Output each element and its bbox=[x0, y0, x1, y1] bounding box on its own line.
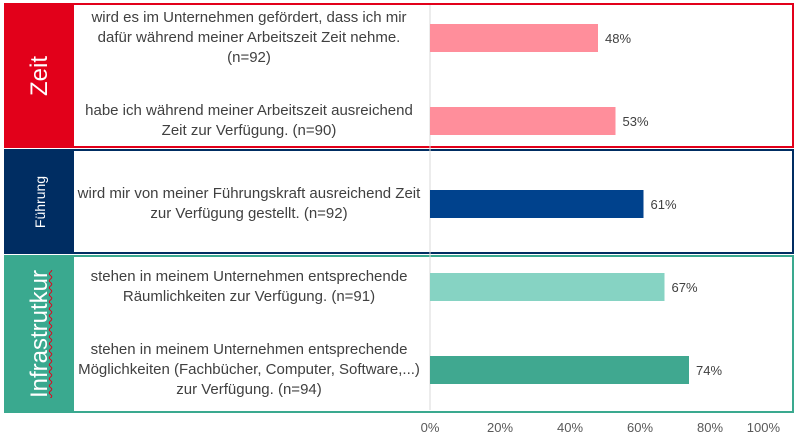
x-tick-label: 20% bbox=[487, 420, 513, 435]
data-label-5: 74% bbox=[696, 363, 722, 378]
x-tick-label: 80% bbox=[697, 420, 723, 435]
group-zeit: Zeit bbox=[4, 3, 794, 148]
bar-2 bbox=[430, 107, 616, 135]
group-infrastruktur: Infrastrutkur bbox=[4, 255, 794, 413]
bar-4 bbox=[430, 273, 665, 301]
group-fuehrung: Führung bbox=[4, 149, 794, 254]
bar-3 bbox=[430, 190, 644, 218]
group-band-zeit: Zeit bbox=[6, 5, 74, 146]
category-label-4: stehen in meinem Unternehmen entsprechen… bbox=[90, 268, 408, 305]
category-label-5: stehen in meinem Unternehmen entsprechen… bbox=[78, 341, 420, 398]
x-tick-label: 0% bbox=[421, 420, 440, 435]
x-tick-label: 40% bbox=[557, 420, 583, 435]
category-label-1: wird es im Unternehmen gefördert, dass i… bbox=[91, 9, 407, 66]
x-tick-label: 60% bbox=[627, 420, 653, 435]
category-label-2: habe ich während meiner Arbeitszeit ausr… bbox=[85, 102, 413, 139]
data-label-2: 53% bbox=[623, 114, 649, 129]
data-label-3: 61% bbox=[651, 197, 677, 212]
group-band-infrastruktur: Infrastrutkur bbox=[6, 257, 74, 411]
category-label-3: wird mir von meiner Führungskraft ausrei… bbox=[77, 185, 421, 222]
group-band-fuehrung: Führung bbox=[6, 151, 74, 252]
data-label-4: 67% bbox=[672, 280, 698, 295]
bar-1 bbox=[430, 24, 598, 52]
data-label-1: 48% bbox=[605, 31, 631, 46]
x-tick-label: 100% bbox=[747, 420, 781, 435]
bar-5 bbox=[430, 356, 689, 384]
